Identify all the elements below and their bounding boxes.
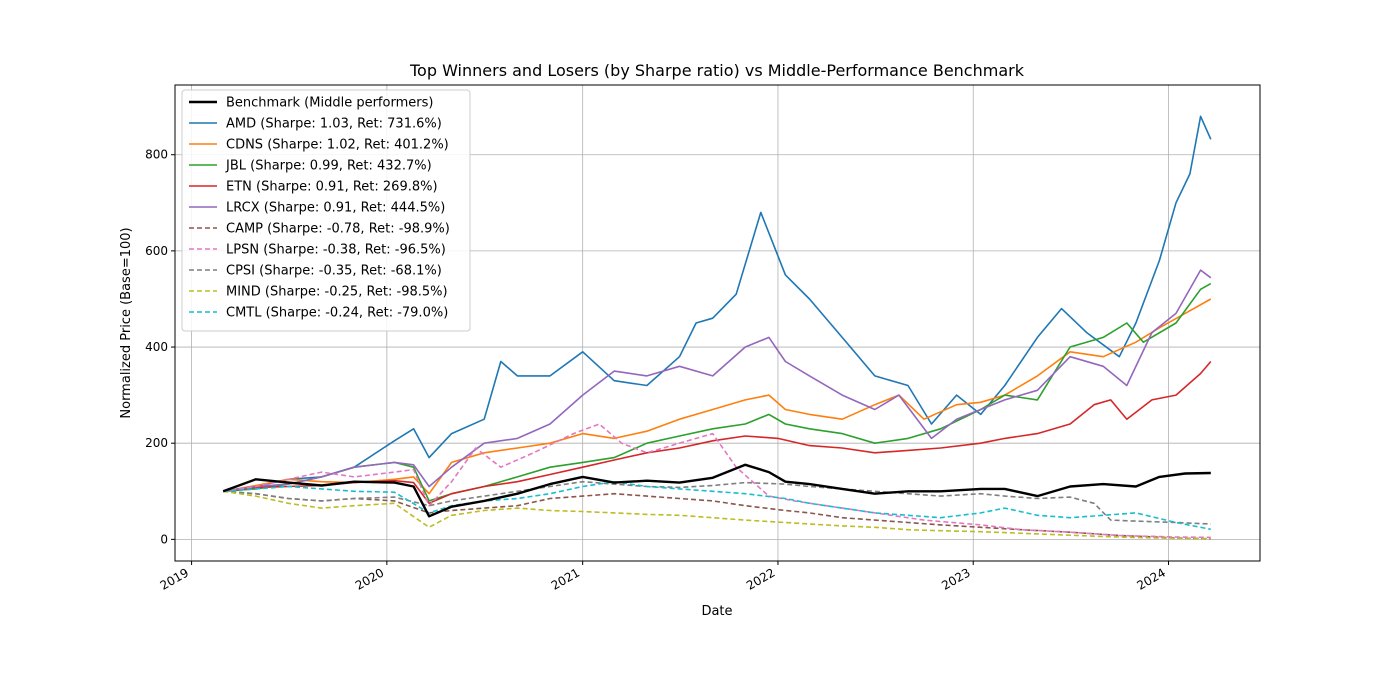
legend-label-cpsi: CPSI (Sharpe: -0.35, Ret: -68.1%)	[226, 264, 442, 279]
y-tick-label: 0	[160, 532, 168, 546]
series-line-amd	[223, 115, 1212, 493]
series-line-etn	[223, 360, 1212, 505]
y-tick-label: 600	[145, 244, 168, 258]
y-tick-label: 400	[145, 340, 168, 354]
x-axis-label: Date	[701, 604, 732, 619]
y-axis-ticks: 0 200 400 600 800	[145, 148, 175, 546]
series-line-jbl	[223, 282, 1212, 502]
legend-label-lpsn: LPSN (Sharpe: -0.38, Ret: -96.5%)	[226, 243, 446, 258]
legend-label-mind: MIND (Sharpe: -0.25, Ret: -98.5%)	[226, 285, 448, 300]
legend: Benchmark (Middle performers) AMD (Sharpe…	[181, 89, 471, 332]
series-line-cpsi	[223, 480, 1211, 525]
legend-label-cmtl: CMTL (Sharpe: -0.24, Ret: -79.0%)	[226, 306, 448, 321]
plot-area-frame	[174, 84, 1261, 562]
series-line-benchmark	[222, 463, 1211, 518]
legend-label-amd: AMD (Sharpe: 1.03, Ret: 731.6%)	[226, 117, 442, 132]
legend-label-jbl: JBL (Sharpe: 0.99, Ret: 432.7%)	[225, 159, 432, 174]
chart-title: Top Winners and Losers (by Sharpe ratio)…	[409, 61, 1025, 80]
series-lines	[222, 115, 1212, 540]
series-line-lrcx	[223, 269, 1212, 493]
series-line-cmtl	[223, 480, 1211, 531]
legend-label-etn: ETN (Sharpe: 0.91, Ret: 269.8%)	[226, 180, 438, 195]
y-tick-label: 800	[145, 148, 168, 162]
series-line-cdns	[223, 298, 1212, 495]
legend-label-cdns: CDNS (Sharpe: 1.02, Ret: 401.2%)	[226, 138, 449, 153]
legend-box	[181, 89, 471, 332]
series-line-mind	[223, 490, 1211, 540]
series-line-camp	[223, 490, 1211, 540]
legend-label-camp: CAMP (Sharpe: -0.78, Ret: -98.9%)	[226, 222, 450, 237]
legend-label-lrcx: LRCX (Sharpe: 0.91, Ret: 444.5%)	[226, 201, 445, 216]
legend-label-benchmark: Benchmark (Middle performers)	[226, 96, 433, 111]
y-tick-label: 200	[145, 436, 168, 450]
y-axis-label: Normalized Price (Base=100)	[119, 227, 134, 418]
